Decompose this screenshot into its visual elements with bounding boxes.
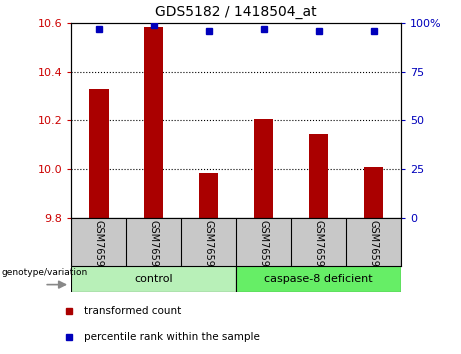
Bar bbox=[144, 27, 164, 218]
Text: genotype/variation: genotype/variation bbox=[1, 268, 88, 278]
Title: GDS5182 / 1418504_at: GDS5182 / 1418504_at bbox=[155, 5, 317, 19]
Bar bbox=[199, 173, 219, 218]
Bar bbox=[71, 266, 236, 292]
Bar bbox=[254, 119, 273, 218]
Text: GSM765927: GSM765927 bbox=[369, 220, 378, 279]
Bar bbox=[364, 167, 383, 218]
Text: GSM765925: GSM765925 bbox=[259, 220, 269, 279]
Text: caspase-8 deficient: caspase-8 deficient bbox=[264, 274, 373, 284]
Text: GSM765924: GSM765924 bbox=[204, 220, 214, 279]
Bar bbox=[236, 266, 401, 292]
Text: GSM765922: GSM765922 bbox=[94, 220, 104, 279]
Bar bbox=[309, 134, 328, 218]
Text: transformed count: transformed count bbox=[84, 306, 182, 316]
Text: GSM765923: GSM765923 bbox=[149, 220, 159, 279]
Text: percentile rank within the sample: percentile rank within the sample bbox=[84, 332, 260, 342]
Text: GSM765926: GSM765926 bbox=[313, 220, 324, 279]
Text: control: control bbox=[135, 274, 173, 284]
Bar bbox=[89, 89, 108, 218]
